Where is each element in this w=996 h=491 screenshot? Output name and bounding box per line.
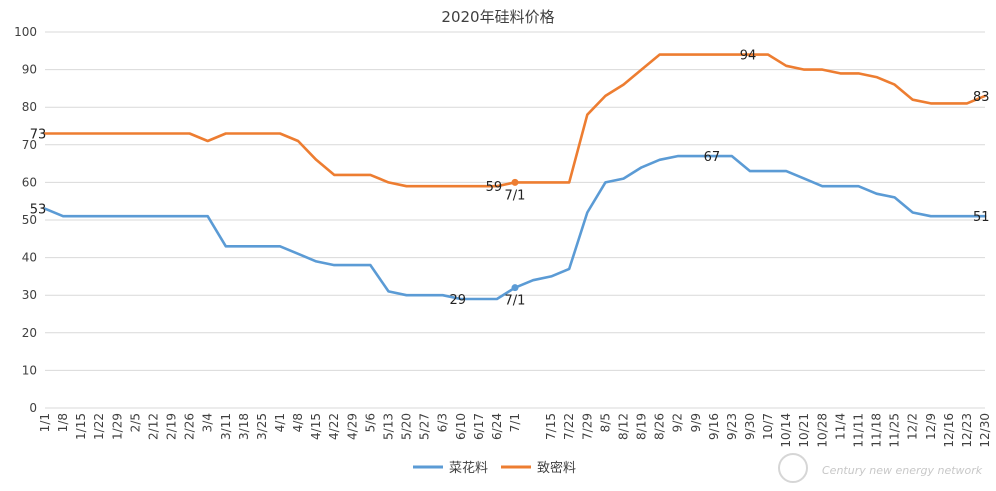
x-tick-label: 11/18 — [870, 413, 884, 448]
x-tick-label: 6/24 — [490, 413, 504, 440]
data-label: 7/1 — [505, 188, 526, 203]
x-tick-label: 4/22 — [327, 413, 341, 440]
x-tick-label: 9/2 — [671, 413, 685, 432]
x-tick-label: 10/7 — [761, 413, 775, 440]
series-lines — [43, 53, 987, 301]
x-tick-label: 3/11 — [219, 413, 233, 440]
x-tick-label: 1/1 — [38, 413, 52, 432]
y-tick-label: 20 — [22, 326, 37, 340]
x-tick-label: 10/21 — [797, 413, 811, 448]
y-tick-label: 70 — [22, 138, 37, 152]
x-tick-label: 5/13 — [381, 413, 395, 440]
y-axis-ticks: 0 10 20 30 40 50 60 70 80 90 100 — [14, 25, 37, 415]
y-tick-label: 40 — [22, 251, 37, 265]
x-tick-label: 8/19 — [635, 413, 649, 440]
x-tick-label: 7/1 — [508, 413, 522, 432]
x-tick-label: 7/22 — [562, 413, 576, 440]
legend-label: 菜花料 — [449, 460, 488, 476]
x-tick-label: 10/28 — [815, 413, 829, 448]
x-tick-label: 3/25 — [255, 413, 269, 440]
x-tick-label: 3/4 — [201, 413, 215, 432]
x-tick-label: 12/2 — [906, 413, 920, 440]
series-line-1 — [43, 53, 987, 188]
y-tick-label: 30 — [22, 288, 37, 302]
x-tick-label: 4/29 — [345, 413, 359, 440]
x-tick-label: 12/16 — [942, 413, 956, 448]
data-label: 29 — [449, 293, 466, 308]
y-tick-label: 10 — [22, 363, 37, 377]
data-label: 51 — [973, 210, 990, 225]
series-line-0 — [43, 154, 987, 301]
x-tick-label: 1/15 — [74, 413, 88, 440]
x-tick-label: 8/12 — [616, 413, 630, 440]
data-label: 59 — [486, 180, 503, 195]
data-label: 7/1 — [505, 294, 526, 309]
x-tick-label: 6/10 — [454, 413, 468, 440]
x-tick-label: 11/4 — [833, 413, 847, 440]
x-tick-label: 7/15 — [544, 413, 558, 440]
x-tick-label: 1/22 — [92, 413, 106, 440]
watermark-text: Century new energy network — [822, 464, 983, 477]
x-tick-label: 9/9 — [689, 413, 703, 432]
x-tick-label: 12/23 — [960, 413, 974, 448]
x-tick-label: 9/16 — [707, 413, 721, 440]
gridlines — [45, 31, 985, 409]
x-tick-label: 2/26 — [183, 413, 197, 440]
x-tick-label: 1/29 — [110, 413, 124, 440]
x-tick-label: 7/29 — [580, 413, 594, 440]
highlight-point — [511, 284, 519, 292]
x-tick-label: 5/6 — [363, 413, 377, 432]
legend: 菜花料 致密料 — [413, 460, 576, 476]
x-tick-label: 12/30 — [978, 413, 992, 448]
x-tick-label: 6/3 — [436, 413, 450, 432]
x-tick-label: 3/18 — [237, 413, 251, 440]
watermark: Century new energy network — [778, 453, 983, 483]
y-tick-label: 50 — [22, 213, 37, 227]
data-label: 94 — [740, 49, 757, 64]
y-tick-label: 0 — [29, 401, 37, 415]
x-tick-label: 2/5 — [128, 413, 142, 432]
x-tick-label: 4/1 — [273, 413, 287, 432]
data-label: 83 — [973, 90, 990, 105]
x-tick-label: 9/30 — [743, 413, 757, 440]
watermark-logo-icon — [778, 453, 808, 483]
x-tick-label: 9/23 — [725, 413, 739, 440]
x-tick-label: 11/11 — [851, 413, 865, 448]
y-tick-label: 90 — [22, 63, 37, 77]
x-tick-label: 6/17 — [472, 413, 486, 440]
x-tick-label: 12/9 — [924, 413, 938, 440]
y-tick-label: 80 — [22, 100, 37, 114]
highlight-point — [511, 178, 519, 186]
x-tick-label: 8/5 — [598, 413, 612, 432]
x-tick-label: 4/8 — [291, 413, 305, 432]
data-label: 73 — [30, 128, 47, 143]
x-tick-label: 1/8 — [56, 413, 70, 432]
y-tick-label: 100 — [14, 25, 37, 39]
data-label: 67 — [704, 150, 721, 165]
x-tick-label: 4/15 — [309, 413, 323, 440]
x-tick-label: 5/27 — [418, 413, 432, 440]
x-axis-ticks: 1/1 1/8 1/15 1/22 1/29 2/5 2/12 2/19 2/26 3/4 3/11… — [38, 413, 992, 448]
x-tick-label: 2/12 — [146, 413, 160, 440]
x-tick-label: 5/20 — [400, 413, 414, 440]
y-tick-label: 60 — [22, 175, 37, 189]
chart-title: 2020年硅料价格 — [441, 8, 554, 26]
x-tick-label: 8/26 — [653, 413, 667, 440]
x-tick-label: 2/19 — [165, 413, 179, 440]
legend-label: 致密料 — [537, 460, 576, 476]
x-tick-label: 10/14 — [779, 413, 793, 448]
data-label: 53 — [30, 203, 47, 218]
x-tick-label: 11/25 — [888, 413, 902, 448]
